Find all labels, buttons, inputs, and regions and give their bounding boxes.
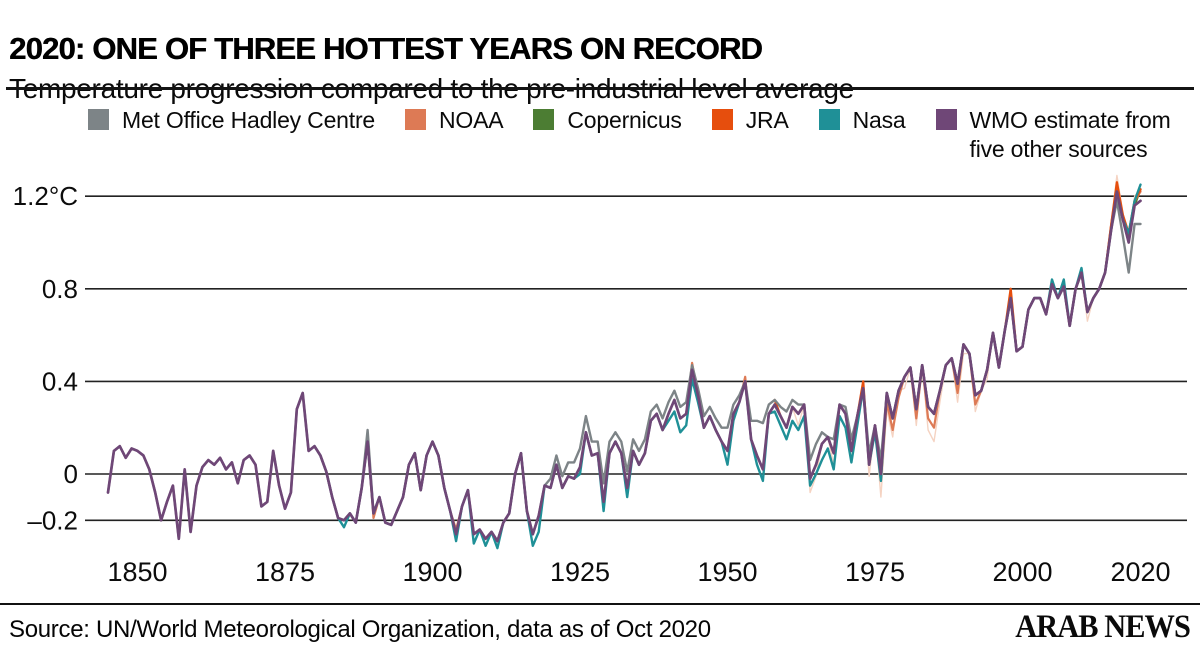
legend-swatch (88, 109, 109, 130)
legend-swatch (405, 109, 426, 130)
legend-label: NOAA (439, 107, 504, 133)
x-tick-label-2020: 2020 (1110, 557, 1170, 587)
x-tick-label-1975: 1975 (845, 557, 905, 587)
footer-divider (0, 603, 1200, 605)
arab-news-logo: ARAB NEWS (1015, 609, 1191, 645)
legend-label: Copernicus (567, 107, 682, 133)
legend-item-nasa: Nasa (818, 106, 906, 135)
legend-label: Met Office Hadley Centre (122, 107, 375, 133)
x-tick-label-1875: 1875 (255, 557, 315, 587)
legend-swatch (711, 109, 733, 130)
series-line-copernicus (897, 183, 1142, 415)
x-tick-label-2000: 2000 (992, 557, 1052, 587)
x-tick-label-1900: 1900 (402, 557, 462, 587)
legend-item-jra: JRA (711, 106, 789, 135)
x-tick-label-1950: 1950 (697, 557, 757, 587)
y-tick-label: 0 (64, 459, 78, 489)
series-line-wmo-estimate-from-five-other-sources (106, 190, 1142, 543)
series-line-faint-background-line (774, 174, 1142, 498)
legend-label: WMO estimate from five other sources (969, 107, 1171, 162)
legend-item-noaa: NOAA (405, 106, 504, 135)
series-line-noaa (313, 185, 1142, 543)
page-title: 2020: ONE OF THREE HOTTEST YEARS ON RECO… (9, 30, 763, 66)
y-tick-label: –0.2 (27, 505, 78, 535)
y-tick-label: 1.2°C (13, 181, 78, 211)
x-tick-label-1850: 1850 (107, 557, 167, 587)
y-tick-label: 0.4 (42, 366, 78, 396)
source-attribution: Source: UN/World Meteorological Organiza… (9, 616, 711, 643)
series-line-nasa (313, 183, 1142, 550)
legend-label: Nasa (852, 107, 906, 133)
y-tick-label: 0.8 (42, 274, 78, 304)
legend-swatch (533, 109, 555, 130)
legend-item-wmo: WMO estimate from five other sources (935, 106, 1200, 164)
header-divider (6, 87, 1194, 90)
legend-item-copernicus: Copernicus (533, 106, 682, 135)
x-tick-label-1925: 1925 (550, 557, 610, 587)
chart-legend: Met Office Hadley Centre NOAA Copernicus JR… (88, 106, 1200, 164)
series-line-jra (773, 181, 1142, 480)
legend-label: JRA (745, 107, 789, 133)
legend-swatch (818, 109, 840, 130)
legend-item-met: Met Office Hadley Centre (88, 106, 375, 135)
legend-swatch (935, 109, 957, 130)
